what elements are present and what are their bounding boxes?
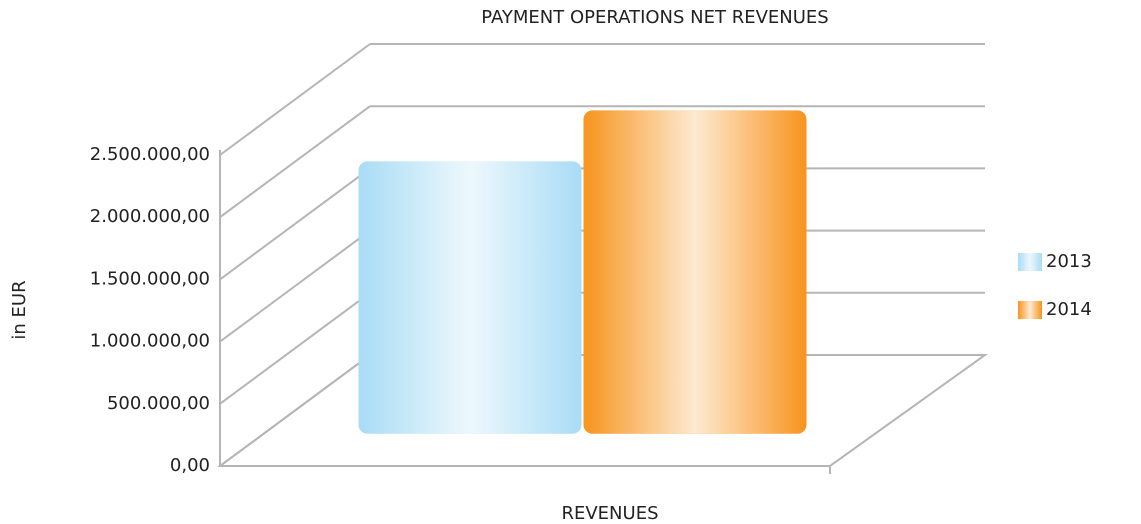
grid-line — [219, 105, 371, 219]
y-axis-label: in EUR — [9, 280, 30, 339]
grid-line — [219, 291, 371, 405]
grid-line — [219, 43, 371, 156]
y-tick-label: 2.500.000,00 — [90, 144, 210, 165]
chart-title: PAYMENT OPERATIONS NET REVENUES — [481, 7, 828, 28]
x-axis-label: REVENUES — [561, 503, 658, 524]
bar-highlight — [583, 110, 807, 434]
grid-line — [219, 354, 371, 467]
legend-label: 2014 — [1046, 299, 1092, 320]
grid-line — [219, 229, 371, 343]
y-tick-label: 1.500.000,00 — [90, 268, 210, 289]
legend-swatch-highlight — [1018, 253, 1042, 271]
y-tick-label: 0,00 — [170, 455, 210, 476]
legend-label: 2013 — [1046, 251, 1092, 272]
legend-swatch-highlight — [1018, 301, 1042, 319]
bar-highlight — [358, 161, 582, 434]
y-tick-label: 2.000.000,00 — [90, 206, 210, 227]
grid-line — [219, 167, 371, 281]
y-tick-label: 500.000,00 — [107, 393, 210, 414]
y-tick-label: 1.000.000,00 — [90, 331, 210, 352]
